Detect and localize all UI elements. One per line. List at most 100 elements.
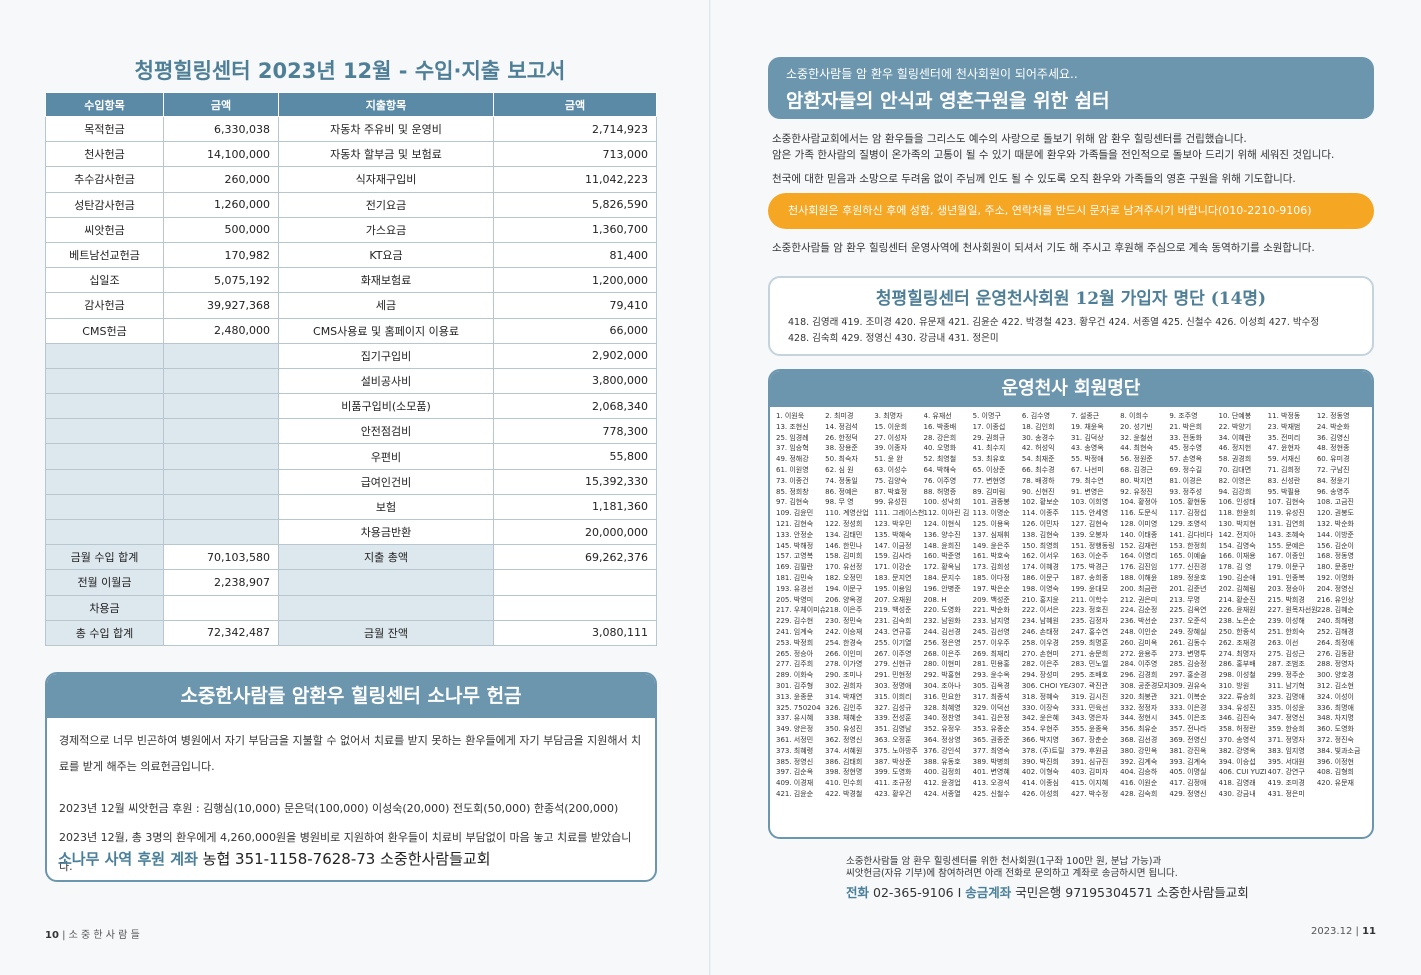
member-entry: 279. 신현규 bbox=[874, 660, 912, 669]
income-item-cell bbox=[45, 493, 164, 521]
income-item-cell: 감사헌금 bbox=[45, 292, 164, 319]
member-entry: 403. 김미자 bbox=[1071, 768, 1109, 777]
table-row: 우편비 55,800 bbox=[45, 443, 657, 470]
member-entry: 314. 박재연 bbox=[825, 692, 863, 701]
member-entry: 160. 박준영 bbox=[923, 552, 961, 561]
member-entry: 47. 윤현자 bbox=[1267, 444, 1301, 453]
report-title: 청평힐링센터 2023년 12월 - 수입·지출 보고서 bbox=[134, 59, 566, 83]
summary-income-item-cell: 금월 수입 합계 bbox=[45, 544, 164, 571]
member-entry: 165. 이예술 bbox=[1169, 552, 1207, 561]
expense-item-cell: CMS사용료 및 홈페이지 이용료 bbox=[278, 317, 494, 344]
table-row: 안전점검비 778,300 bbox=[45, 418, 657, 445]
member-entry: 319. 김시진 bbox=[1071, 692, 1109, 701]
member-entry: 350. 유성진 bbox=[825, 725, 863, 734]
member-entry: 200. 최금란 bbox=[1120, 584, 1158, 593]
member-entry: 407. 강연구 bbox=[1267, 768, 1305, 777]
member-entry: 139. 오봉자 bbox=[1071, 530, 1109, 539]
member-entry: 181. 김민숙 bbox=[776, 573, 814, 582]
member-entry: 220. 도영화 bbox=[923, 606, 961, 615]
member-entry: 153. 한정희 bbox=[1169, 541, 1207, 550]
member-entry: 113. 이명순 bbox=[972, 509, 1010, 518]
member-entry: 260. 김미옥 bbox=[1120, 638, 1158, 647]
member-entry: 345. 이은조 bbox=[1169, 714, 1207, 723]
table-row: 목적헌금 6,330,038 자동차 주유비 및 운영비 2,714,923 bbox=[45, 115, 657, 143]
member-entry: 66. 최수경 bbox=[1021, 465, 1055, 474]
expense-item-cell: 안전점검비 bbox=[278, 418, 494, 445]
member-entry: 208. H bbox=[923, 595, 947, 604]
member-entry: 95. 박필용 bbox=[1267, 487, 1301, 496]
member-entry: 35. 전미리 bbox=[1267, 433, 1301, 442]
income-item-cell: 십일조 bbox=[45, 267, 164, 294]
member-entry: 145. 박해정 bbox=[776, 541, 814, 550]
member-entry: 242. 이승재 bbox=[825, 627, 863, 636]
pine-account: 소나무 사역 후원 계좌 농협 351-1158-7628-73 소중한사람들교… bbox=[58, 848, 491, 869]
member-entry: 214. 황순진 bbox=[1218, 595, 1256, 604]
member-entry: 193. 유경선 bbox=[776, 584, 814, 593]
left-page: 청평힐링센터 2023년 12월 - 수입·지출 보고서 수입항목 금액 지출항… bbox=[0, 0, 710, 975]
member-entry: 43. 송영옥 bbox=[1071, 444, 1104, 453]
member-entry: 105. 황현동 bbox=[1169, 498, 1207, 507]
member-entry: 134. 김태민 bbox=[825, 530, 863, 539]
member-entry: 68. 김경근 bbox=[1120, 465, 1153, 474]
member-entry: 179. 이문구 bbox=[1267, 563, 1305, 572]
member-entry: 320. 최봉관 bbox=[1120, 692, 1158, 701]
member-entry: 80. 박지연 bbox=[1120, 476, 1153, 485]
pine-account-label: 소나무 사역 후원 계좌 bbox=[58, 850, 198, 868]
member-entry: 64. 박해숙 bbox=[923, 465, 957, 474]
member-entry: 159. 김사라 bbox=[874, 552, 912, 561]
member-entry: 1. 이원욱 bbox=[776, 412, 805, 420]
member-entry: 231. 김숙희 bbox=[874, 617, 912, 626]
member-entry: 58. 권경희 bbox=[1218, 455, 1252, 464]
member-entry: 121. 김현숙 bbox=[776, 519, 814, 528]
member-entry: 48. 정현종 bbox=[1316, 444, 1350, 453]
member-entry: 209. 백성준 bbox=[972, 595, 1010, 604]
table-row: 보험 1,181,360 bbox=[45, 493, 657, 521]
income-amount-cell: 14,100,000 bbox=[163, 141, 279, 168]
member-entry: 123. 박우민 bbox=[874, 519, 912, 528]
member-entry: 131. 김연희 bbox=[1267, 519, 1305, 528]
member-entry: 56. 정원준 bbox=[1120, 455, 1153, 464]
member-entry: 249. 장혜실 bbox=[1169, 627, 1207, 636]
member-entry: 96. 송영주 bbox=[1316, 487, 1350, 496]
member-entry: 228. 김혜순 bbox=[1316, 606, 1354, 615]
member-entry: 61. 이원영 bbox=[776, 465, 809, 474]
member-entry: 385. 정영신 bbox=[776, 757, 814, 766]
member-entry: 273. 변명투 bbox=[1169, 649, 1207, 658]
summary-expense-amount-cell: 69,262,376 bbox=[493, 544, 657, 571]
income-item-cell bbox=[45, 418, 164, 445]
member-entry: 6. 김수영 bbox=[1021, 412, 1051, 420]
member-entry: 213. 무명 bbox=[1169, 595, 1201, 604]
expense-amount-cell: 3,800,000 bbox=[493, 367, 657, 395]
member-entry: 402. 이형숙 bbox=[1021, 768, 1059, 777]
member-entry: 141. 김다비다 bbox=[1169, 530, 1213, 539]
member-entry: 413. 오경석 bbox=[972, 779, 1010, 788]
table-header-row: 수입항목 금액 지출항목 금액 bbox=[45, 92, 657, 117]
member-entry: 232. 남원화 bbox=[923, 617, 961, 626]
member-entry: 142. 전지아 bbox=[1218, 530, 1256, 539]
expense-item-cell: 자동차 주유비 및 운영비 bbox=[278, 115, 494, 143]
member-entry: 386. 김태희 bbox=[825, 757, 863, 766]
member-entry: 321. 이복순 bbox=[1169, 692, 1207, 701]
banner-title: 암환자들의 안식과 영혼구원을 위한 쉼터 bbox=[786, 90, 1110, 112]
member-entry: 162. 이서우 bbox=[1021, 552, 1059, 561]
member-entry: 387. 박상준 bbox=[874, 757, 912, 766]
member-entry: 22. 박양기 bbox=[1218, 422, 1252, 431]
header-expense-amount: 금액 bbox=[493, 92, 657, 117]
member-entry: 349. 양은정 bbox=[776, 725, 814, 734]
member-entry: 236. 박선순 bbox=[1120, 617, 1158, 626]
table-row: 씨앗헌금 500,000 가스요금 1,360,700 bbox=[45, 216, 657, 243]
income-amount-cell bbox=[163, 393, 279, 420]
member-entry: 423. 황우건 bbox=[874, 789, 912, 798]
member-entry: 210. 홍지윤 bbox=[1021, 595, 1059, 604]
member-entry: 164. 이영리 bbox=[1120, 552, 1158, 561]
member-entry: 151. 정행동링 bbox=[1071, 541, 1115, 550]
expense-amount-cell: 2,902,000 bbox=[493, 342, 657, 369]
member-entry: 212. 권은미 bbox=[1120, 595, 1158, 604]
member-entry: 156. 김순이 bbox=[1316, 541, 1354, 550]
center-intro: 소중한사람교회에서는 암 환우들을 그리스도 예수의 사랑으로 돌보기 위해 암… bbox=[772, 131, 1372, 195]
summary-row: 금월 수입 합계 70,103,580 지출 총액 69,262,376 bbox=[45, 544, 657, 571]
member-entry: 379. 후원금 bbox=[1071, 746, 1109, 755]
member-entry: 171. 이강순 bbox=[874, 563, 912, 572]
table-row: 십일조 5,075,192 화재보험료 1,200,000 bbox=[45, 267, 657, 294]
member-entry: 34. 이혜란 bbox=[1218, 433, 1252, 442]
